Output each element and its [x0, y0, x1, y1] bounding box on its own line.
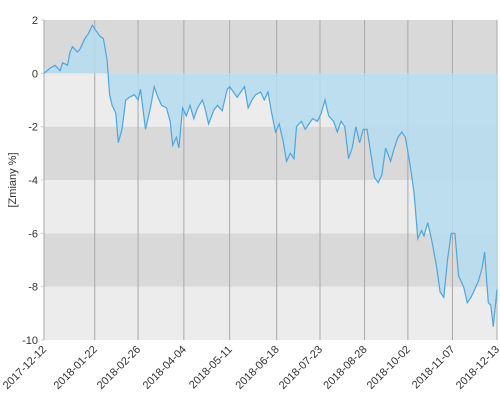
y-axis-label: [Zmiany %] — [7, 152, 19, 207]
x-tick-label: 2018-02-26 — [95, 344, 143, 392]
x-tick-label: 2018-11-07 — [410, 344, 458, 392]
y-tick-label: -2 — [28, 122, 38, 134]
area — [44, 25, 497, 327]
background-band — [44, 233, 497, 287]
x-tick-label: 2018-07-23 — [277, 344, 325, 392]
x-tick-label: 2018-08-28 — [321, 344, 369, 392]
line — [43, 24, 498, 327]
x-tick-label: 2018-10-02 — [365, 344, 413, 392]
x-tick-label: 2018-01-22 — [52, 344, 100, 392]
y-tick-label: -8 — [28, 282, 38, 294]
y-tick-label: 2 — [32, 15, 38, 27]
y-tick-label: -10 — [22, 335, 38, 347]
x-tick-label: 2018-05-11 — [187, 344, 235, 392]
y-tick-label: 0 — [32, 68, 38, 80]
x-tick-label: 2017-12-12 — [1, 344, 49, 392]
background-band — [44, 286, 497, 340]
y-tick-label: -6 — [28, 228, 38, 240]
x-tick-label: 2018-12-13 — [454, 344, 500, 392]
x-tick-label: 2018-06-18 — [234, 344, 282, 392]
background-band — [44, 20, 497, 74]
y-tick-label: -4 — [28, 175, 38, 187]
x-tick-label: 2018-04-04 — [141, 344, 189, 392]
